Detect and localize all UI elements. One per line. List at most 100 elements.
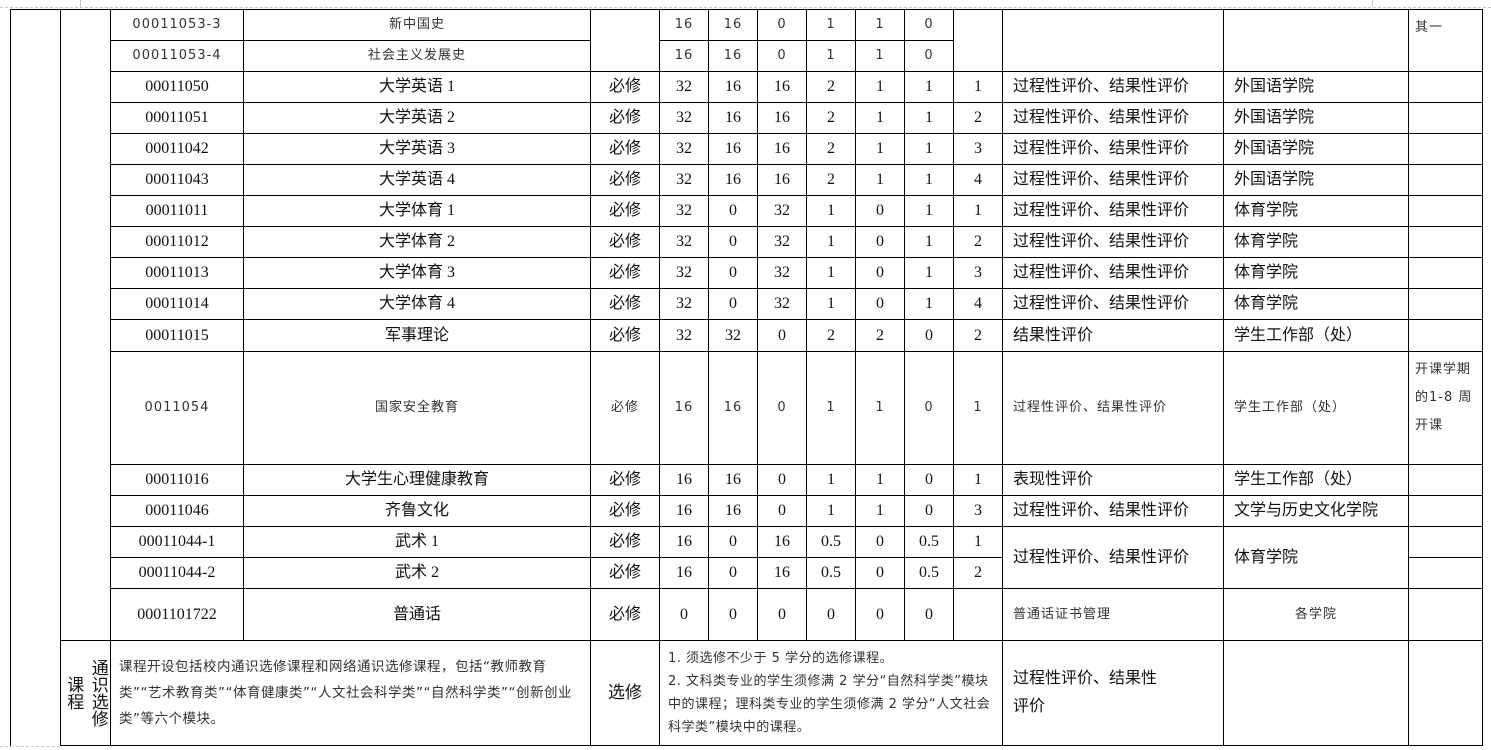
- total-hours: 32: [659, 102, 709, 134]
- practice-credits: 0: [904, 495, 954, 527]
- course-name: 大学体育 3: [243, 257, 591, 289]
- course-row: 00011053-3 新中国史 16 16 0 1 1 0 其一: [10, 9, 1483, 746]
- remark: [1408, 557, 1483, 589]
- theory-credits: 1: [855, 133, 905, 165]
- credits: 0: [806, 588, 856, 641]
- semester: 1: [953, 195, 1003, 227]
- department: 体育学院: [1223, 195, 1409, 227]
- practice-hours: 16: [757, 102, 807, 134]
- course-name: 武术 2: [243, 557, 591, 589]
- elective-note: [1408, 640, 1483, 746]
- practice-hours: 16: [757, 557, 807, 589]
- evaluation-method: 过程性评价、结果性评价: [1002, 71, 1224, 103]
- course-code: 0011054: [110, 351, 244, 465]
- theory-hours: 16: [708, 9, 758, 41]
- theory-credits: 1: [855, 40, 905, 72]
- credits: 1: [806, 226, 856, 258]
- theory-hours: 0: [708, 257, 758, 289]
- course-code: 00011044-1: [110, 526, 244, 558]
- practice-hours: 32: [757, 226, 807, 258]
- evaluation-method: 过程性评价、结果性评价: [1002, 226, 1224, 258]
- practice-credits: 1: [904, 71, 954, 103]
- course-row: 00011014 大学体育 4 必修 32 0 32 1 0 1 4 过程性评价、结果性评价 体育学院: [11, 288, 1483, 320]
- evaluation-method: 过程性评价、结果性评价: [1002, 257, 1224, 289]
- remark: [1408, 526, 1483, 558]
- practice-hours: 32: [757, 288, 807, 320]
- theory-credits: 0: [855, 557, 905, 589]
- course-code: 00011015: [110, 319, 244, 352]
- elective-type: 选修: [590, 640, 660, 746]
- department: 学生工作部（处）: [1223, 319, 1409, 352]
- credits: 2: [806, 164, 856, 196]
- semester: 4: [953, 164, 1003, 196]
- theory-credits: 1: [855, 464, 905, 496]
- theory-hours: 16: [708, 495, 758, 527]
- semester: 3: [953, 133, 1003, 165]
- evaluation-method: 过程性评价、结果性评价: [1002, 526, 1224, 589]
- course-code: 00011042: [110, 133, 244, 165]
- theory-hours: 0: [708, 195, 758, 227]
- course-row: 00011044-2 武术 2 必修 16 0 16 0.5 0 0.5 2: [11, 557, 1483, 589]
- credits: 1: [806, 464, 856, 496]
- evaluation-method: 过程性评价、结果性评价: [1002, 288, 1224, 320]
- semester: 1: [953, 71, 1003, 103]
- course-row: 00011013 大学体育 3 必修 32 0 32 1 0 1 3 过程性评价、结果性评价 体育学院: [11, 257, 1483, 289]
- course-type: 必修: [590, 133, 660, 165]
- credits: 1: [806, 40, 856, 72]
- credits: 1: [806, 288, 856, 320]
- total-hours: 0: [659, 588, 709, 641]
- remark: [1408, 464, 1483, 496]
- department: 外国语学院: [1223, 71, 1409, 103]
- practice-hours: 0: [757, 40, 807, 72]
- semester: 4: [953, 288, 1003, 320]
- practice-hours: 0: [757, 9, 807, 41]
- course-row: 00011012 大学体育 2 必修 32 0 32 1 0 1 2 过程性评价、结果性评价 体育学院: [11, 226, 1483, 258]
- theory-hours: 16: [708, 351, 758, 465]
- remark: [1408, 588, 1483, 641]
- remark: 其一: [1408, 9, 1483, 72]
- theory-hours: 16: [708, 40, 758, 72]
- credits: 2: [806, 319, 856, 352]
- course-name: 军事理论: [243, 319, 591, 352]
- total-hours: 16: [659, 40, 709, 72]
- semester: 1: [953, 526, 1003, 558]
- department: 外国语学院: [1223, 164, 1409, 196]
- elective-row: 课程 通识选修 课程开设包括校内通识选修课程和网络通识选修课程，包括“教师教育类…: [11, 640, 1483, 746]
- practice-credits: 1: [904, 133, 954, 165]
- practice-hours: 16: [757, 71, 807, 103]
- course-row: 0001101722 普通话 必修 0 0 0 0 0 0 普通话证书管理 各学院: [11, 588, 1483, 641]
- course-code: 00011046: [110, 495, 244, 527]
- practice-credits: 1: [904, 257, 954, 289]
- practice-credits: 0: [904, 464, 954, 496]
- page-margin-guide: [0, 7, 1491, 8]
- remark: [1408, 133, 1483, 165]
- remark: 开课学期的1-8 周开课: [1408, 351, 1483, 465]
- course-type: 必修: [590, 257, 660, 289]
- theory-hours: 0: [708, 526, 758, 558]
- semester: 3: [953, 257, 1003, 289]
- department: 体育学院: [1223, 257, 1409, 289]
- department: 外国语学院: [1223, 133, 1409, 165]
- course-name: 大学体育 2: [243, 226, 591, 258]
- elective-evaluation: 过程性评价、结果性评价: [1002, 640, 1224, 746]
- theory-hours: 16: [708, 164, 758, 196]
- course-code: 00011053-3: [110, 9, 244, 41]
- total-hours: 32: [659, 164, 709, 196]
- course-row: 00011043 大学英语 4 必修 32 16 16 2 1 1 4 过程性评价、结果性评价 外国语…: [11, 164, 1483, 196]
- course-row: 0011054 国家安全教育 必修 16 16 0 1 1 0 1 过程性评价、结果性评价 学生工作部…: [11, 351, 1483, 465]
- course-type: 必修: [590, 588, 660, 641]
- remark: [1408, 257, 1483, 289]
- theory-hours: 0: [708, 557, 758, 589]
- elective-description: 课程开设包括校内通识选修课程和网络通识选修课程，包括“教师教育类”“艺术教育类”…: [110, 640, 591, 746]
- course-code: 00011050: [110, 71, 244, 103]
- course-code: 00011012: [110, 226, 244, 258]
- course-row: 00011044-1 武术 1 必修 16 0 16 0.5 0 0.5 1 过程性评价、结果性评价…: [11, 526, 1483, 589]
- course-name: 武术 1: [243, 526, 591, 558]
- evaluation-method: 过程性评价、结果性评价: [1002, 133, 1224, 165]
- total-hours: 32: [659, 257, 709, 289]
- course-code: 0001101722: [110, 588, 244, 641]
- credits: 2: [806, 71, 856, 103]
- course-code: 00011044-2: [110, 557, 244, 589]
- department: 体育学院: [1223, 288, 1409, 320]
- course-name: 国家安全教育: [243, 351, 591, 465]
